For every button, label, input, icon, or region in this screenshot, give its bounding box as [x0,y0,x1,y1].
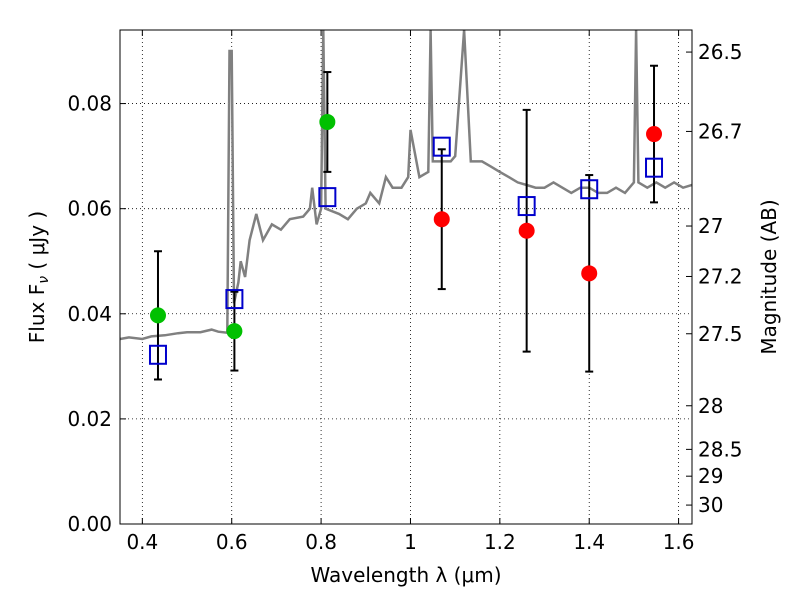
observed-optical-point [226,323,243,340]
observed-nir-point [646,126,663,143]
model-synthetic-point [645,157,664,178]
observed-optical-point [319,113,336,130]
y-tick-label: 0.04 [67,302,112,326]
model-synthetic-point [148,344,167,365]
y-tick-label: 0.08 [67,92,112,116]
spectrum-line [120,30,692,341]
x-tick-label: 1.6 [663,530,695,554]
y2-tick-label: 29 [698,464,723,488]
y2-tick-label: 26.5 [698,40,743,64]
model-synthetic-point [225,289,244,310]
model-synthetic-point [580,179,599,200]
y2-tick-label: 27.5 [698,322,743,346]
y2-tick-label: 28 [698,394,723,418]
y-axis-label: Flux Fν ( μJy ) [25,211,52,343]
data-markers [148,113,664,365]
grid-lines [120,30,692,524]
x-tick-label: 1.2 [484,530,516,554]
y2-axis-label: Magnitude (AB) [757,199,781,354]
y2-tick-label: 27 [698,214,723,238]
model-synthetic-point [517,196,536,217]
x-tick-label: 1 [404,530,417,554]
y2-tick-label: 27.2 [698,264,743,288]
observed-nir-point [518,222,535,239]
y-tick-label: 0.06 [67,197,112,221]
observed-nir-point [433,211,450,228]
x-tick-label: 0.4 [126,530,158,554]
observed-nir-point [581,265,598,282]
y2-axis-ticks: 26.5 26.7 27 27.2 27.5 28 28.5 29 30 [686,40,743,517]
x-tick-label: 1.4 [573,530,605,554]
y-axis-ticks: 0.00 0.02 0.04 0.06 0.08 [67,92,126,536]
y2-tick-label: 30 [698,493,723,517]
y2-tick-label: 26.7 [698,119,743,143]
model-synthetic-point [318,187,337,208]
x-tick-label: 0.6 [216,530,248,554]
y2-tick-label: 28.5 [698,437,743,461]
observed-optical-point [149,307,166,324]
plot-frame [119,29,693,525]
plot-area [120,30,692,341]
y-tick-label: 0.02 [67,407,112,431]
x-axis-ticks: 0.4 0.6 0.8 1 1.2 1.4 1.6 [126,30,695,554]
model-synthetic-point [432,136,451,157]
x-tick-label: 0.8 [305,530,337,554]
y-tick-label: 0.00 [67,512,112,536]
x-axis-label: Wavelength λ (μm) [310,563,501,587]
